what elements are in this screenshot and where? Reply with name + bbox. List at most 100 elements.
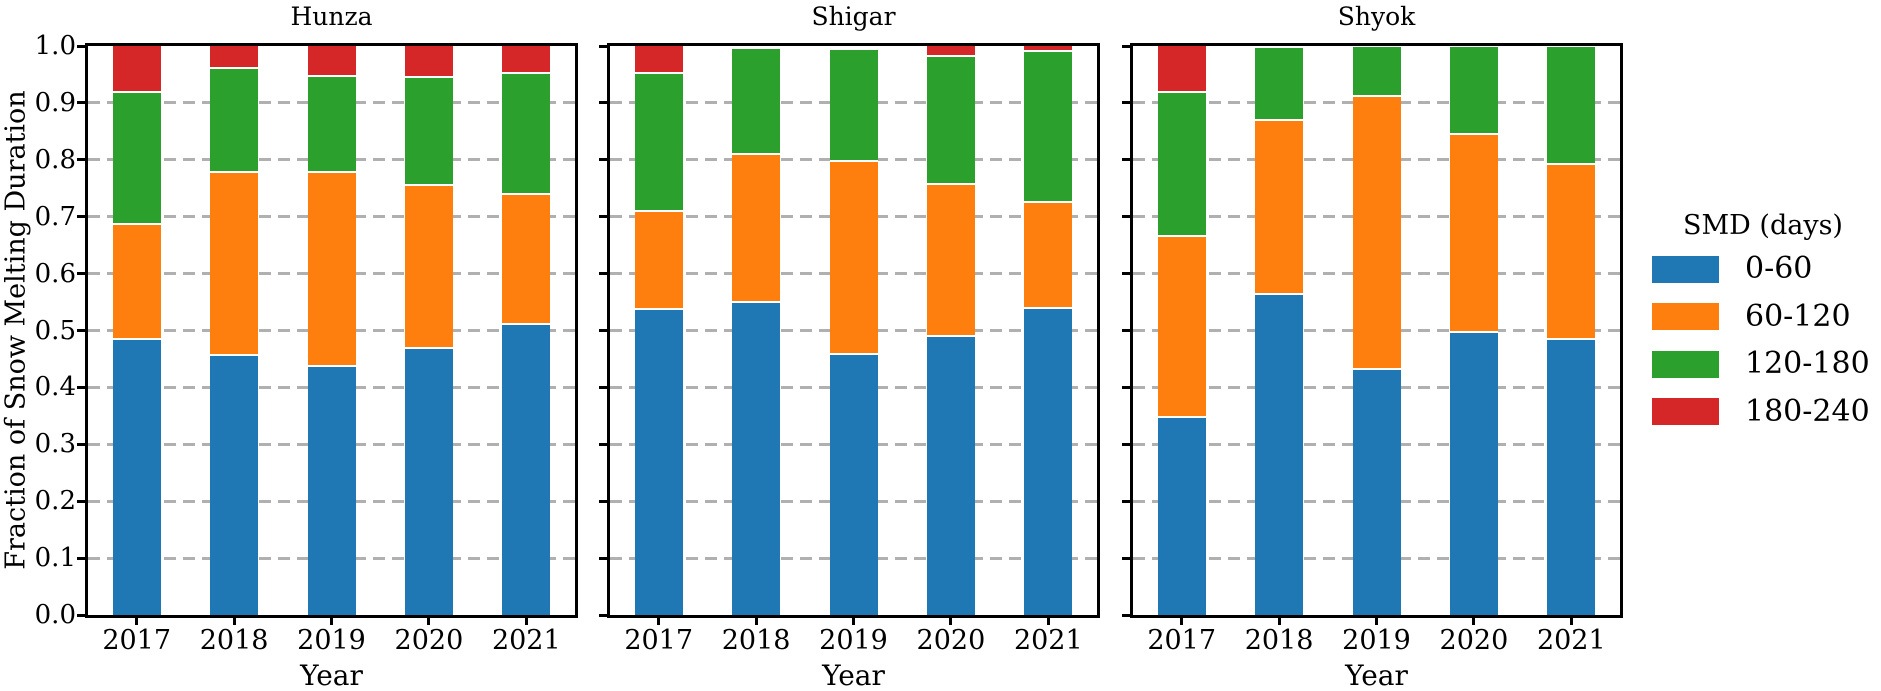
bar-segment-60-120 bbox=[1024, 203, 1073, 310]
bar-segment-60-120 bbox=[307, 172, 356, 367]
legend-label: 0-60 bbox=[1745, 251, 1813, 286]
x-tick-label: 2017 bbox=[1147, 625, 1217, 656]
bar-segment-0-60 bbox=[404, 349, 453, 615]
x-tick bbox=[1472, 618, 1476, 625]
bar-shyok-2021 bbox=[1547, 46, 1596, 615]
y-tick bbox=[599, 385, 609, 389]
bar-segment-0-60 bbox=[210, 355, 259, 615]
y-tick bbox=[77, 44, 87, 48]
y-tick bbox=[77, 329, 87, 332]
y-tick bbox=[599, 101, 609, 105]
bar-segment-0-60 bbox=[112, 340, 161, 615]
x-tick-label: 2021 bbox=[1013, 625, 1083, 656]
x-tick bbox=[754, 618, 758, 625]
bar-segment-120-180 bbox=[210, 68, 259, 173]
bar-segment-0-60 bbox=[1449, 332, 1498, 615]
bar-segment-60-120 bbox=[404, 185, 453, 350]
bar-segment-120-180 bbox=[1449, 47, 1498, 136]
y-tick bbox=[1122, 44, 1132, 48]
bar-shyok-2018 bbox=[1255, 46, 1304, 615]
y-tick bbox=[599, 215, 609, 219]
bar-hunza-2019 bbox=[307, 46, 356, 615]
legend-entry-0-60: 0-60 bbox=[1652, 251, 1813, 286]
bar-segment-120-180 bbox=[829, 50, 878, 162]
bar-shigar-2021 bbox=[1024, 46, 1073, 615]
panel-shigar bbox=[607, 43, 1100, 618]
y-tick bbox=[77, 215, 87, 219]
bar-segment-120-180 bbox=[1024, 51, 1073, 204]
x-tick bbox=[1277, 618, 1281, 625]
bar-segment-0-60 bbox=[1352, 370, 1401, 615]
bar-shyok-2017 bbox=[1157, 46, 1206, 615]
x-axis-label-shyok: Year bbox=[1345, 659, 1408, 691]
x-tick bbox=[1180, 618, 1184, 625]
y-tick-label: 0.4 bbox=[34, 372, 76, 403]
x-tick bbox=[330, 618, 333, 625]
y-tick bbox=[77, 613, 87, 617]
bar-segment-120-180 bbox=[1352, 47, 1401, 98]
bar-segment-0-60 bbox=[829, 354, 878, 615]
bar-segment-180-240 bbox=[404, 46, 453, 78]
legend-entry-60-120: 60-120 bbox=[1652, 298, 1851, 334]
bar-segment-120-180 bbox=[502, 74, 551, 196]
bar-segment-60-120 bbox=[502, 195, 551, 325]
bar-shigar-2020 bbox=[926, 46, 975, 615]
y-tick bbox=[1122, 272, 1132, 276]
y-tick-label: 0.0 bbox=[34, 600, 76, 630]
y-tick bbox=[77, 158, 87, 162]
bar-segment-60-120 bbox=[1547, 164, 1596, 341]
y-tick-label: 0.7 bbox=[34, 201, 76, 232]
bar-segment-120-180 bbox=[404, 77, 453, 186]
bar-shyok-2019 bbox=[1352, 46, 1401, 615]
y-tick bbox=[1122, 385, 1132, 389]
x-tick-label: 2020 bbox=[394, 625, 464, 656]
x-axis-label-hunza: Year bbox=[300, 659, 363, 691]
bar-segment-0-60 bbox=[634, 310, 683, 615]
legend-swatch-180-240 bbox=[1652, 398, 1719, 425]
bar-segment-60-120 bbox=[829, 161, 878, 355]
bar-segment-180-240 bbox=[112, 46, 161, 94]
bar-segment-180-240 bbox=[210, 46, 259, 69]
panel-title-shyok: Shyok bbox=[1337, 2, 1416, 31]
y-tick bbox=[1122, 499, 1132, 503]
legend-label: 60-120 bbox=[1745, 298, 1851, 334]
y-tick bbox=[1122, 613, 1132, 617]
bar-segment-0-60 bbox=[1024, 309, 1073, 615]
x-tick bbox=[135, 618, 139, 625]
y-tick bbox=[77, 442, 87, 446]
y-tick bbox=[77, 499, 87, 503]
bar-segment-0-60 bbox=[307, 366, 356, 615]
bar-segment-120-180 bbox=[1547, 47, 1596, 165]
bar-hunza-2018 bbox=[210, 46, 259, 615]
y-tick bbox=[599, 613, 609, 617]
y-tick bbox=[77, 556, 87, 560]
legend-label: 120-180 bbox=[1745, 346, 1870, 381]
bar-shyok-2020 bbox=[1449, 46, 1498, 615]
bar-segment-0-60 bbox=[1547, 340, 1596, 615]
x-tick bbox=[427, 618, 431, 625]
x-tick-label: 2019 bbox=[819, 625, 888, 656]
x-tick bbox=[524, 618, 528, 625]
bar-segment-60-120 bbox=[1157, 237, 1206, 418]
legend-entry-120-180: 120-180 bbox=[1652, 346, 1870, 381]
x-tick-label: 2020 bbox=[1439, 625, 1509, 656]
legend-swatch-0-60 bbox=[1652, 255, 1719, 283]
y-tick bbox=[599, 44, 609, 48]
x-tick-label: 2018 bbox=[199, 625, 269, 656]
x-tick-label: 2019 bbox=[297, 625, 366, 656]
bar-segment-0-60 bbox=[732, 302, 781, 615]
bar-segment-120-180 bbox=[634, 73, 683, 213]
legend-label: 180-240 bbox=[1745, 393, 1870, 429]
bar-segment-60-120 bbox=[1449, 135, 1498, 333]
x-axis-label-shigar: Year bbox=[822, 659, 885, 691]
bar-segment-180-240 bbox=[1024, 46, 1073, 52]
bar-segment-180-240 bbox=[502, 46, 551, 75]
y-tick bbox=[77, 385, 87, 389]
x-tick-label: 2019 bbox=[1342, 625, 1411, 656]
bar-segment-0-60 bbox=[1157, 417, 1206, 615]
bar-shigar-2019 bbox=[829, 46, 878, 615]
x-tick bbox=[1046, 618, 1050, 625]
legend-entry-180-240: 180-240 bbox=[1652, 393, 1870, 429]
bar-segment-120-180 bbox=[732, 48, 781, 155]
